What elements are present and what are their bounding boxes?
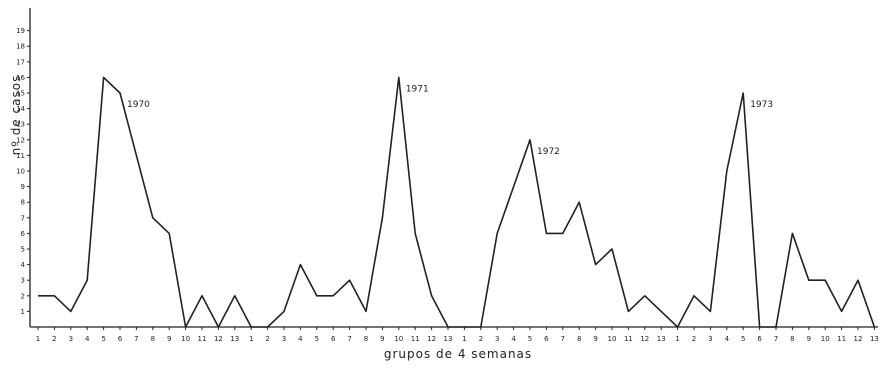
year-annotations: 1970 1971 1972 1973 [127,84,773,156]
series-line [38,76,876,328]
y-tick-label: 10 [16,168,25,176]
x-tick-label: 5 [315,335,319,343]
y-tick-label: 18 [16,43,25,51]
y-tick-label: 14 [16,105,25,113]
x-tick-label: 5 [741,335,745,343]
x-tick-label: 2 [692,335,696,343]
x-tick-label: 1 [249,335,253,343]
x-tick-label: 11 [411,335,420,343]
x-tick-label: 6 [331,335,336,343]
x-tick-label: 3 [69,335,73,343]
x-tick-label: 9 [807,335,811,343]
x-tick-label: 1 [675,335,679,343]
x-tick-label: 11 [198,335,207,343]
x-tick-label: 7 [561,335,565,343]
x-tick-label: 6 [544,335,549,343]
x-tick-label: 13 [657,335,666,343]
x-axis-title: grupos de 4 semanas [384,347,532,361]
y-tick-label: 12 [16,136,25,144]
y-tick-label: 16 [16,74,25,82]
year-annotation: 1971 [406,84,429,94]
x-tick-label: 1 [462,335,466,343]
year-annotation: 1972 [537,147,560,157]
x-tick-label: 8 [790,335,794,343]
y-tick-label: 3 [21,277,25,285]
x-tick-label: 10 [608,335,617,343]
y-tick-label: 1 [21,308,25,316]
x-tick-label: 5 [528,335,532,343]
x-tick-label: 12 [854,335,863,343]
y-tick-label: 7 [21,214,25,222]
x-tick-label: 2 [52,335,56,343]
x-tick-label: 3 [708,335,712,343]
x-tick-label: 13 [444,335,453,343]
x-tick-label: 5 [101,335,105,343]
x-tick-label: 4 [511,335,516,343]
x-tick-label: 2 [479,335,483,343]
x-tick-label: 6 [757,335,762,343]
y-tick-label: 19 [16,27,25,35]
x-tick-label: 13 [230,335,239,343]
x-tick-label: 10 [821,335,830,343]
x-tick-label: 9 [593,335,597,343]
x-tick-label: 8 [364,335,368,343]
x-tick-label: 10 [181,335,190,343]
y-axis-title: nº de casos [9,75,23,156]
year-annotation: 1973 [750,100,773,110]
y-tick-label: 5 [21,246,25,254]
y-tick-label: 2 [21,292,25,300]
x-axis-ticks: 1 2 3 4 5 6 7 8 9 10 11 12 13 1 2 3 4 5 6 7 8 9 10 11 12 13 1 2 3 4 5 6… [36,327,879,343]
x-tick-label: 1 [36,335,40,343]
x-tick-label: 4 [85,335,90,343]
x-tick-label: 10 [394,335,403,343]
axes [29,8,878,328]
y-tick-label: 6 [21,230,26,238]
x-tick-label: 12 [427,335,436,343]
x-tick-label: 3 [495,335,499,343]
x-tick-label: 7 [134,335,138,343]
x-tick-label: 2 [265,335,269,343]
x-tick-label: 9 [380,335,384,343]
x-tick-label: 3 [282,335,286,343]
year-annotation: 1970 [127,100,150,110]
x-tick-label: 13 [870,335,879,343]
x-tick-label: 7 [347,335,351,343]
y-tick-label: 8 [21,199,25,207]
x-tick-label: 11 [624,335,633,343]
y-tick-label: 15 [16,90,25,98]
x-tick-label: 12 [640,335,649,343]
x-tick-label: 6 [118,335,123,343]
y-tick-label: 13 [16,121,25,129]
x-tick-label: 9 [167,335,171,343]
x-tick-label: 8 [577,335,581,343]
x-tick-label: 12 [214,335,223,343]
x-tick-label: 7 [774,335,778,343]
x-tick-label: 8 [151,335,155,343]
x-tick-label: 11 [837,335,846,343]
y-tick-label: 4 [21,261,26,269]
y-tick-label: 11 [16,152,25,160]
x-tick-label: 4 [298,335,303,343]
y-tick-label: 17 [16,58,25,66]
y-tick-label: 9 [21,183,25,191]
x-tick-label: 4 [725,335,730,343]
